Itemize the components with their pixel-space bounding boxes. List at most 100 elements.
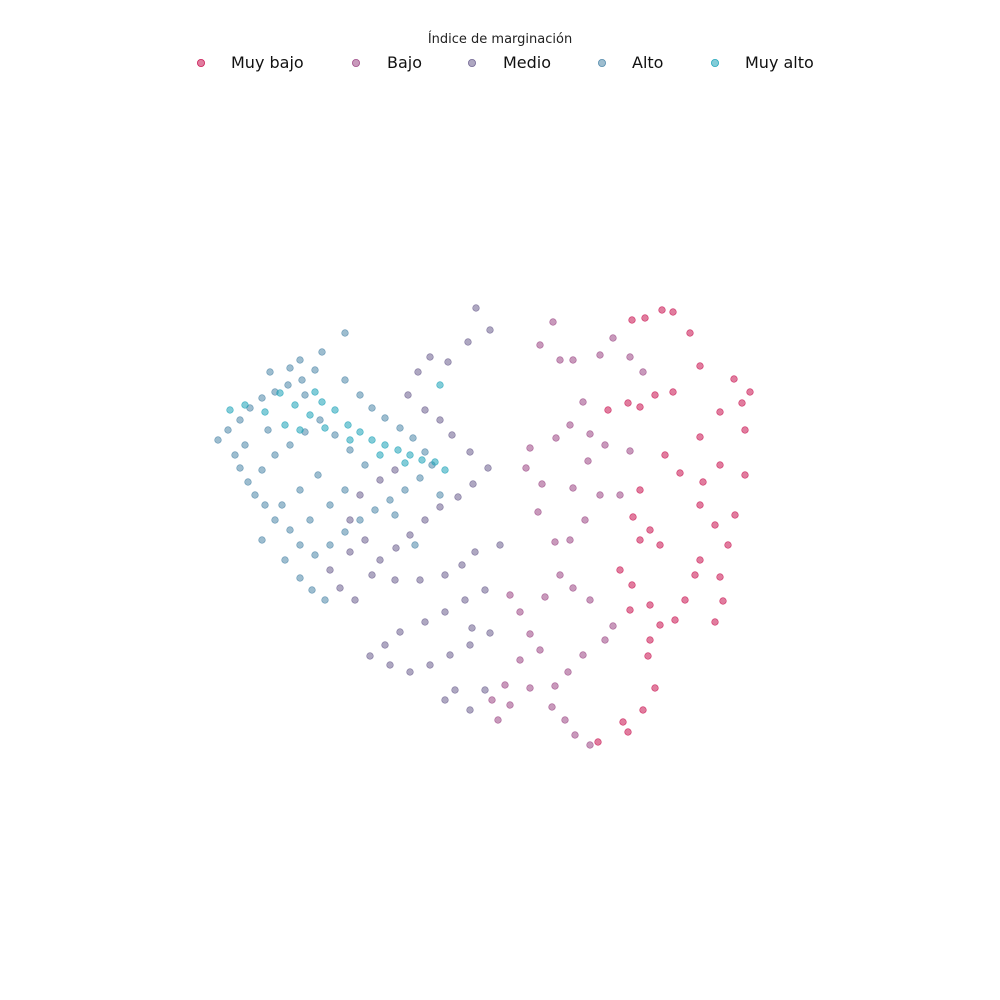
scatter-point — [646, 601, 654, 609]
scatter-point — [451, 686, 459, 694]
scatter-point — [376, 556, 384, 564]
scatter-point — [522, 464, 530, 472]
legend-item: Muy alto — [711, 53, 814, 72]
scatter-point — [656, 621, 664, 629]
scatter-point — [326, 541, 334, 549]
scatter-point — [616, 491, 624, 499]
scatter-point — [356, 516, 364, 524]
scatter-point — [746, 388, 754, 396]
scatter-point — [296, 541, 304, 549]
scatter-point — [421, 448, 429, 456]
scatter-point — [258, 466, 266, 474]
scatter-point — [326, 566, 334, 574]
scatter-point — [421, 406, 429, 414]
scatter-point — [561, 716, 569, 724]
scatter-point — [368, 571, 376, 579]
scatter-point — [366, 652, 374, 660]
scatter-point — [441, 571, 449, 579]
scatter-point — [341, 528, 349, 536]
scatter-point — [541, 593, 549, 601]
scatter-point — [258, 536, 266, 544]
legend-label: Medio — [503, 53, 551, 72]
scatter-point — [731, 511, 739, 519]
scatter-point — [396, 628, 404, 636]
scatter-point — [316, 416, 324, 424]
scatter-point — [636, 403, 644, 411]
scatter-point — [421, 516, 429, 524]
scatter-point — [579, 651, 587, 659]
scatter-point — [586, 741, 594, 749]
scatter-point — [236, 464, 244, 472]
scatter-point — [281, 421, 289, 429]
scatter-point — [331, 406, 339, 414]
scatter-point — [386, 496, 394, 504]
scatter-point — [298, 376, 306, 384]
scatter-point — [564, 668, 572, 676]
scatter-point — [481, 686, 489, 694]
scatter-point — [441, 466, 449, 474]
scatter-point — [516, 608, 524, 616]
scatter-point — [261, 408, 269, 416]
scatter-point — [458, 561, 466, 569]
scatter-point — [646, 636, 654, 644]
scatter-point — [639, 706, 647, 714]
scatter-point — [436, 416, 444, 424]
series-group — [488, 318, 647, 749]
scatter-point — [224, 426, 232, 434]
legend-label: Alto — [632, 53, 663, 72]
scatter-point — [586, 596, 594, 604]
scatter-point — [326, 501, 334, 509]
scatter-point — [436, 381, 444, 389]
scatter-point — [641, 314, 649, 322]
scatter-point — [569, 356, 577, 364]
scatter-point — [661, 451, 669, 459]
scatter-point — [671, 616, 679, 624]
scatter-point — [346, 516, 354, 524]
scatter-point — [318, 398, 326, 406]
scatter-point — [431, 458, 439, 466]
scatter-point — [381, 441, 389, 449]
scatter-point — [296, 426, 304, 434]
scatter-point — [392, 544, 400, 552]
scatter-point — [226, 406, 234, 414]
scatter-point — [604, 406, 612, 414]
scatter-point — [551, 682, 559, 690]
scatter-point — [506, 701, 514, 709]
scatter-point — [651, 391, 659, 399]
scatter-point — [441, 696, 449, 704]
series-group — [326, 304, 504, 714]
scatter-point — [586, 430, 594, 438]
scatter-point — [501, 681, 509, 689]
scatter-point — [730, 375, 738, 383]
scatter-point — [346, 548, 354, 556]
scatter-point — [469, 480, 477, 488]
scatter-point — [251, 491, 259, 499]
scatter-point — [536, 646, 544, 654]
scatter-point — [391, 576, 399, 584]
scatter-point — [341, 376, 349, 384]
series-group — [214, 329, 444, 604]
scatter-point — [341, 329, 349, 337]
scatter-point — [738, 399, 746, 407]
scatter-point — [404, 391, 412, 399]
scatter-point — [266, 368, 274, 376]
scatter-point — [466, 448, 474, 456]
scatter-point — [371, 506, 379, 514]
scatter-point — [276, 389, 284, 397]
scatter-point — [306, 411, 314, 419]
scatter-point — [526, 444, 534, 452]
scatter-point — [669, 388, 677, 396]
plot-area — [214, 304, 754, 749]
scatter-point — [629, 513, 637, 521]
scatter-point — [418, 456, 426, 464]
legend-marker — [196, 59, 205, 68]
scatter-point — [321, 596, 329, 604]
scatter-point — [556, 356, 564, 364]
scatter-point — [636, 536, 644, 544]
legend-marker — [598, 59, 607, 68]
scatter-point — [311, 366, 319, 374]
scatter-point — [311, 388, 319, 396]
scatter-point — [271, 516, 279, 524]
scatter-point — [686, 329, 694, 337]
